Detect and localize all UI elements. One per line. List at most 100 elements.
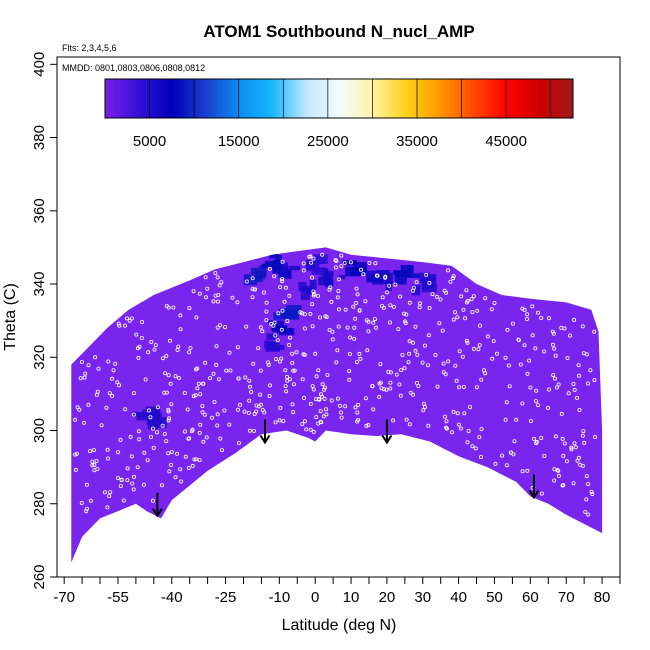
sample-point [400,352,405,357]
sample-point [275,338,280,343]
heat-cell [322,270,334,277]
sample-point [336,307,341,312]
heat-cell [275,254,282,261]
sample-point [434,294,439,299]
sample-point [329,398,334,403]
sample-point [536,310,541,315]
sample-point [534,388,539,393]
x-tick-label: 70 [558,589,575,606]
heat-cell [311,267,326,275]
sample-point [370,384,375,389]
y-tick-label: 380 [31,125,48,150]
heat-cell [394,275,407,285]
sample-point [354,360,359,365]
sample-point [500,453,505,458]
sample-point [527,358,532,363]
heat-cell [272,262,282,274]
sample-point [503,355,508,360]
sample-point [187,350,192,355]
sample-point [421,408,426,413]
sample-point [267,383,272,388]
y-tick-label: 400 [31,52,48,77]
sample-point [279,356,284,361]
sample-point [179,479,184,484]
sample-point [285,318,290,323]
sample-point [444,419,449,424]
sample-point [459,294,464,299]
sample-point [146,408,151,413]
sample-point [290,402,295,407]
sample-point [491,338,496,343]
plot-area [71,247,603,563]
sample-point [442,414,447,419]
sample-point [330,329,335,334]
sample-point [176,375,181,380]
sample-point [264,309,269,314]
sample-point [204,435,209,440]
sample-point [589,489,594,494]
sample-point [160,356,165,361]
sample-point [205,286,210,291]
sample-point [250,295,255,300]
sample-point [308,427,313,432]
sample-point [185,407,190,412]
sample-point [477,343,482,348]
sample-point [506,363,511,368]
sample-point [294,350,299,355]
sample-point [473,446,478,451]
sample-point [198,392,203,397]
sample-point [399,368,404,373]
sample-point [215,325,220,330]
sample-point [504,400,509,405]
sample-point [466,428,471,433]
sample-point [593,434,598,439]
sample-point [230,295,235,300]
sample-point [249,389,254,394]
sample-point [397,382,402,387]
sample-point [258,392,263,397]
sample-point [584,474,589,479]
sample-point [280,277,285,282]
sample-point [572,387,577,392]
sample-point [464,338,469,343]
sample-point [366,319,371,324]
sample-point [187,436,192,441]
sample-point [542,453,547,458]
sample-point [337,277,342,282]
sample-point [319,394,324,399]
sample-point [315,293,320,298]
sample-point [356,402,361,407]
sample-point [561,453,566,458]
sample-point [388,303,393,308]
heat-cell [148,420,158,430]
sample-point [351,304,356,309]
sample-point [211,299,216,304]
sample-point [121,498,126,503]
sample-point [335,295,340,300]
sample-point [322,396,327,401]
sample-point [310,324,315,329]
sample-point [572,317,577,322]
sample-point [83,371,88,376]
sample-point [194,315,199,320]
sample-point [573,445,578,450]
sample-point [169,402,174,407]
sample-point [575,395,580,400]
sample-point [134,332,139,337]
sample-point [357,308,362,313]
sample-point [435,384,440,389]
sample-point [313,397,318,402]
sample-point [387,283,392,288]
heat-cell [289,265,301,271]
sample-point [166,418,171,423]
sample-point [552,346,557,351]
sample-point [116,476,121,481]
sample-point [343,404,348,409]
sample-point [224,368,229,373]
sample-point [113,361,118,366]
sample-point [441,361,446,366]
heat-cell [153,417,167,428]
sample-point [164,390,169,395]
sample-point [325,372,330,377]
sample-point [78,376,83,381]
